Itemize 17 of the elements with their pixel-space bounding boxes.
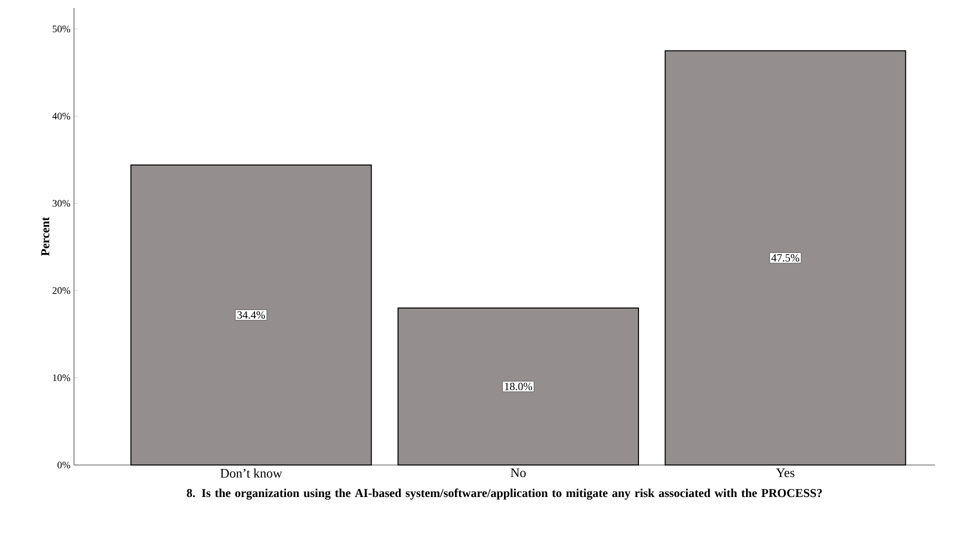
data-label: 18.0% [505,382,532,390]
y-axis-title: Percent [41,217,50,256]
y-tick-label: 50% [52,26,70,32]
x-tick-label: No [510,468,526,478]
y-tick-label: 0% [58,462,70,468]
bar [664,50,906,466]
x-axis-title: 8. Is the organization using the AI-based system/software/application to mitigate any risk associated with the PROCESS? [186,488,822,500]
x-tick-label: Don’t know [220,468,282,478]
y-tick-label: 10% [53,374,70,382]
bar [398,308,639,466]
y-tick-label: 40% [52,112,70,120]
y-tick-label: 20% [52,287,70,294]
data-label: 47.5% [771,254,800,262]
x-tick-label: Yes [776,468,794,478]
bar [130,164,372,466]
y-tick-label: 30% [52,200,70,207]
data-label: 34.4% [237,311,265,319]
